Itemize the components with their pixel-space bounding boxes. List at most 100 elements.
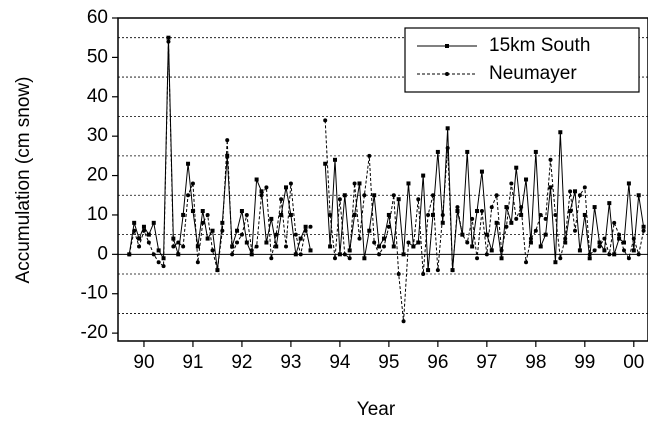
legend-label: 15km South — [489, 35, 590, 56]
data-point — [494, 220, 499, 225]
data-point — [577, 248, 582, 253]
data-point — [641, 228, 646, 233]
data-point — [607, 201, 612, 206]
data-point — [406, 240, 411, 245]
data-point — [538, 244, 543, 249]
data-point — [568, 189, 573, 194]
data-point — [484, 252, 489, 257]
x-tick-label: 99 — [574, 352, 595, 373]
data-point — [176, 240, 181, 245]
data-point — [416, 240, 421, 245]
data-point — [543, 232, 548, 237]
data-point — [132, 228, 137, 233]
data-point — [210, 248, 215, 253]
data-point — [156, 248, 161, 253]
data-point — [406, 181, 411, 186]
data-point — [357, 181, 362, 186]
data-point — [279, 197, 284, 202]
data-point — [587, 252, 592, 257]
y-tick-label: 30 — [87, 125, 108, 146]
data-point — [636, 252, 641, 257]
data-point — [225, 153, 230, 158]
data-point — [195, 244, 200, 249]
data-point — [171, 244, 176, 249]
data-point — [504, 224, 509, 229]
data-point — [347, 248, 352, 253]
data-point — [190, 209, 195, 214]
x-tick-label: 90 — [133, 352, 154, 373]
data-point — [269, 256, 274, 261]
data-point — [215, 268, 220, 273]
data-point — [416, 197, 421, 202]
data-point — [489, 205, 494, 210]
y-tick-label: 0 — [97, 243, 108, 264]
y-tick-label: 50 — [87, 46, 108, 67]
data-point — [401, 252, 406, 257]
data-point — [381, 244, 386, 249]
data-point — [479, 169, 484, 174]
data-point — [587, 256, 592, 261]
data-point — [210, 228, 215, 233]
x-tick-label: 98 — [525, 352, 546, 373]
data-point — [621, 248, 626, 253]
data-point — [558, 256, 563, 261]
x-tick-label: 00 — [623, 352, 644, 373]
data-point — [617, 236, 622, 241]
data-point — [582, 212, 587, 217]
data-point — [362, 256, 367, 261]
data-point — [342, 193, 347, 198]
y-tick-label: 20 — [87, 165, 108, 186]
data-point — [190, 181, 195, 186]
data-point — [352, 181, 357, 186]
y-axis-label: Accumulation (cm snow) — [13, 77, 34, 284]
data-point — [288, 212, 293, 217]
data-point — [558, 130, 563, 135]
data-point — [573, 228, 578, 233]
data-point — [430, 193, 435, 198]
data-point — [220, 228, 225, 233]
data-point — [146, 240, 151, 245]
data-point — [259, 189, 264, 194]
data-point — [592, 205, 597, 210]
data-point — [568, 209, 573, 214]
data-point — [372, 193, 377, 198]
x-tick-label: 97 — [476, 352, 497, 373]
data-point — [426, 212, 431, 217]
data-point — [524, 177, 529, 182]
data-point — [465, 240, 470, 245]
x-tick-label: 94 — [329, 352, 351, 373]
data-point — [141, 224, 146, 229]
data-point — [612, 252, 617, 257]
data-point — [386, 224, 391, 229]
data-point — [181, 244, 186, 249]
data-point — [230, 252, 235, 257]
data-point — [553, 212, 558, 217]
data-point — [254, 177, 259, 182]
data-point — [602, 236, 607, 241]
data-point — [308, 248, 313, 253]
data-point — [519, 212, 524, 217]
data-point — [166, 35, 171, 40]
data-point — [298, 236, 303, 241]
data-point — [127, 252, 132, 257]
data-point — [151, 220, 156, 225]
data-point — [132, 220, 137, 225]
data-point — [337, 252, 342, 257]
data-point — [264, 240, 269, 245]
data-point — [391, 244, 396, 249]
x-tick-label: 95 — [378, 352, 399, 373]
data-point — [470, 216, 475, 221]
data-point — [460, 232, 465, 237]
data-point — [597, 240, 602, 245]
data-point — [636, 193, 641, 198]
data-point — [533, 149, 538, 154]
data-point — [631, 248, 636, 253]
data-point — [494, 193, 499, 198]
data-point — [484, 232, 489, 237]
data-point — [499, 256, 504, 261]
data-point — [621, 240, 626, 245]
data-point — [641, 224, 646, 229]
data-point — [342, 252, 347, 257]
data-point — [548, 185, 553, 190]
data-point — [137, 236, 142, 241]
